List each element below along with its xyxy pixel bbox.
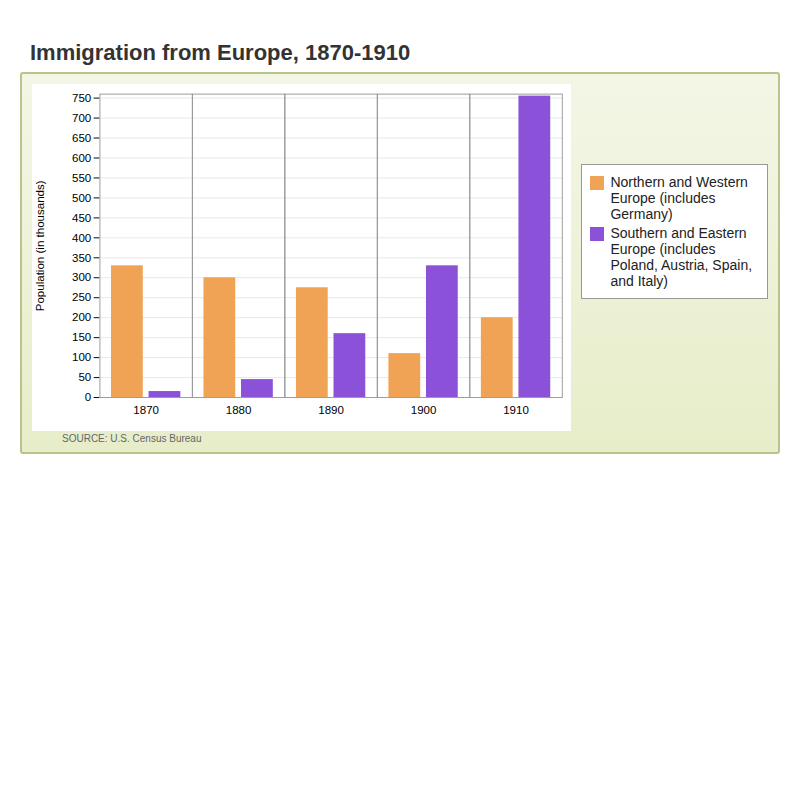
- svg-text:300: 300: [72, 271, 91, 283]
- svg-text:1890: 1890: [318, 404, 344, 416]
- svg-text:600: 600: [72, 152, 91, 164]
- svg-text:1900: 1900: [411, 404, 437, 416]
- svg-text:1870: 1870: [133, 404, 159, 416]
- svg-text:400: 400: [72, 232, 91, 244]
- svg-text:500: 500: [72, 192, 91, 204]
- html-text:Southern and Eastern Europe (i: Southern and Eastern Europe (includes Po…: [610, 225, 753, 289]
- svg-text:700: 700: [72, 112, 91, 124]
- svg-text:250: 250: [72, 291, 91, 303]
- html-text:SOURCE: U.S. Census Bureau: SOURCE: U.S. Census Bureau: [62, 432, 202, 444]
- svg-text:750: 750: [72, 92, 91, 104]
- svg-text:350: 350: [72, 251, 91, 263]
- svg-text:450: 450: [72, 212, 91, 224]
- svg-text:50: 50: [78, 371, 91, 383]
- html-text:Immigration from Europe, 1870-: Immigration from Europe, 1870-1910: [30, 40, 411, 65]
- svg-text:1880: 1880: [226, 404, 252, 416]
- svg-text:650: 650: [72, 132, 91, 144]
- svg-text:Population (in thousands): Population (in thousands): [34, 180, 46, 311]
- svg-text:150: 150: [72, 331, 91, 343]
- svg-text:550: 550: [72, 172, 91, 184]
- html-text:Northern and Western Europe (i: Northern and Western Europe (includes Ge…: [610, 174, 748, 222]
- svg-text:200: 200: [72, 311, 91, 323]
- svg-text:100: 100: [72, 351, 91, 363]
- svg-text:0: 0: [85, 391, 91, 403]
- svg-text:1910: 1910: [503, 404, 529, 416]
